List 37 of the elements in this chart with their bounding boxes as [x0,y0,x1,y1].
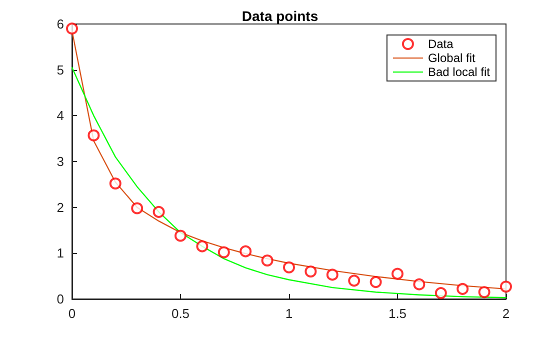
legend-label: Global fit [428,51,476,65]
point [304,266,317,278]
point [218,246,230,258]
y-tick-label: 1 [56,246,64,261]
x-tick-label: 0.5 [171,306,190,321]
y-tick-label: 4 [56,108,64,124]
point [152,206,165,218]
point [392,268,404,280]
y-tick-label: 0 [56,292,64,306]
point [413,278,426,290]
y-tick-label: 3 [56,154,64,169]
y-tick-label: 2 [56,200,64,215]
point [196,240,208,252]
point [326,268,338,281]
point [478,286,490,298]
x-tick-label: 2 [502,306,510,321]
legend-label: Bad local fit [428,65,491,79]
y-tick-label: 5 [56,62,64,78]
point [174,230,186,242]
point [131,202,144,214]
point [434,287,447,300]
point [240,245,252,258]
point [456,282,469,295]
legend-label: Data [428,37,454,51]
point [370,276,382,288]
x-tick-label: 0 [68,306,76,321]
point [261,254,274,266]
point [348,274,360,287]
point [283,261,295,274]
point [109,178,122,190]
point [66,22,78,35]
x-tick-label: 1 [285,306,293,321]
x-tick-label: 1.5 [388,306,407,321]
point [88,129,100,142]
y-tick-label: 6 [56,16,64,32]
point [500,280,512,293]
chart-title: Data points [242,8,318,24]
